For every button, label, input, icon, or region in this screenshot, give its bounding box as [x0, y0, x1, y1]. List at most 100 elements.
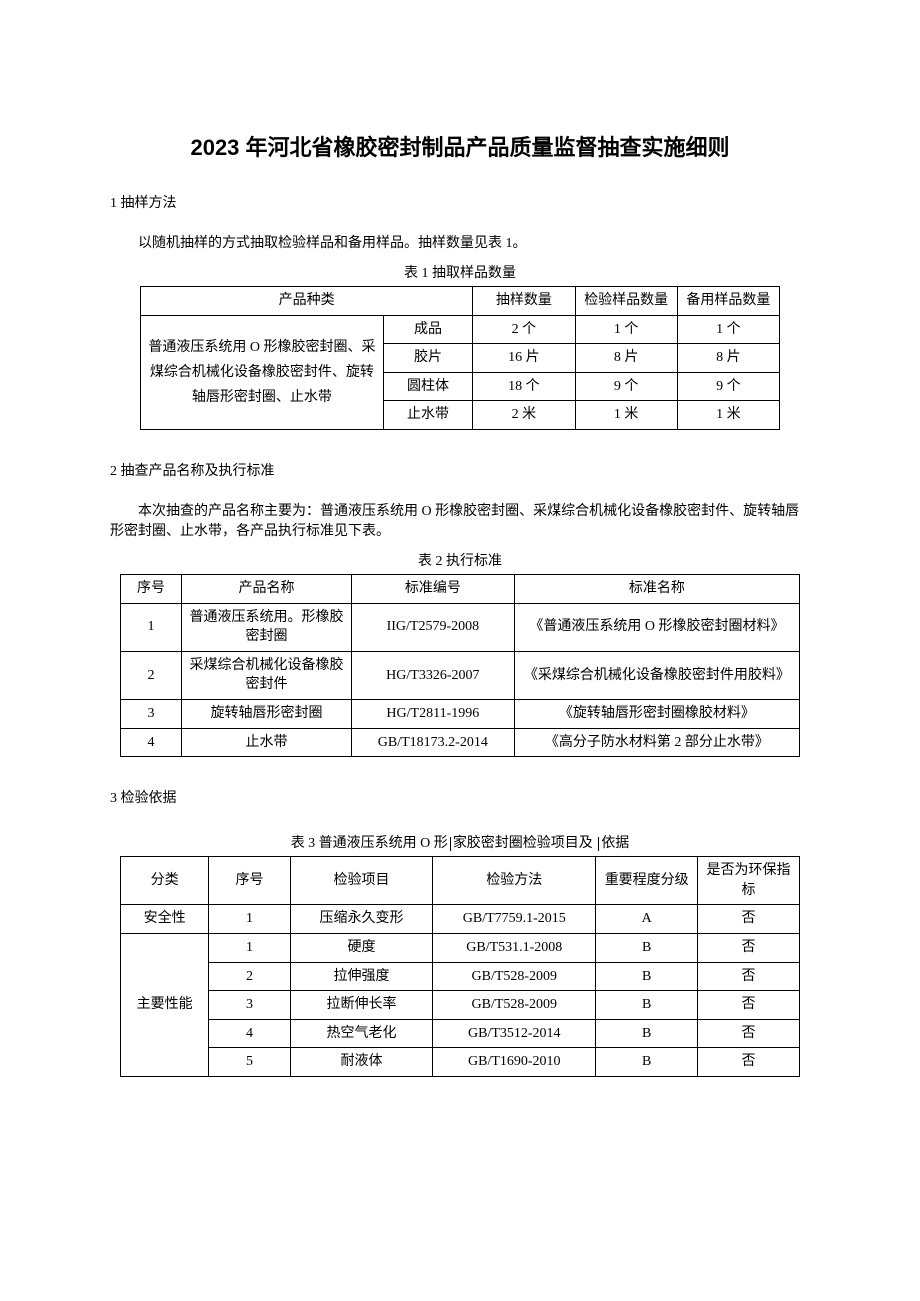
table2-caption: 表 2 执行标准	[110, 550, 810, 570]
td-check: 1 个	[575, 315, 677, 344]
th-level: 重要程度分级	[596, 857, 698, 905]
table-row: 3 拉断伸长率 GB/T528-2009 B 否	[121, 991, 800, 1020]
td-no: 4	[121, 728, 182, 757]
th-std: 标准名称	[514, 574, 799, 603]
td-eco: 否	[698, 1048, 800, 1077]
td-level: A	[596, 905, 698, 934]
table-row: 安全性 1 压缩永久变形 GB/T7759.1-2015 A 否	[121, 905, 800, 934]
td-name: 旋转轴唇形密封圈	[182, 699, 352, 728]
table-row: 5 耐液体 GB/T1690-2010 B 否	[121, 1048, 800, 1077]
td-level: B	[596, 933, 698, 962]
td-std: 《普通液压系统用 O 形橡胶密封圈材料》	[514, 603, 799, 651]
th-category: 产品种类	[141, 287, 473, 316]
caption-part-b: 家胶密封圈检验项目及	[453, 836, 593, 851]
td-cat-safety: 安全性	[121, 905, 209, 934]
section2-heading: 2 抽查产品名称及执行标准	[110, 460, 810, 480]
td-no: 4	[209, 1019, 290, 1048]
th-check-qty: 检验样品数量	[575, 287, 677, 316]
td-spare: 1 米	[677, 401, 779, 430]
td-method: GB/T7759.1-2015	[433, 905, 596, 934]
th-eco: 是否为环保指标	[698, 857, 800, 905]
td-sample: 16 片	[473, 344, 575, 373]
td-check: 9 个	[575, 372, 677, 401]
table-row: 2 采煤综合机械化设备橡胶密封件 HG/T3326-2007 《采煤综合机械化设…	[121, 651, 800, 699]
table2-standards: 序号 产品名称 标准编号 标准名称 1 普通液压系统用。形橡胶密封圈 IIG/T…	[120, 574, 800, 757]
table-row: 普通液压系统用 O 形橡胶密封圈、采煤综合机械化设备橡胶密封件、旋转轴唇形密封圈…	[141, 315, 780, 344]
td-item: 耐液体	[290, 1048, 433, 1077]
td-sample: 2 米	[473, 401, 575, 430]
td-spare: 1 个	[677, 315, 779, 344]
td-code: HG/T2811-1996	[351, 699, 514, 728]
td-no: 3	[209, 991, 290, 1020]
td-check: 8 片	[575, 344, 677, 373]
td-level: B	[596, 1048, 698, 1077]
td-no: 3	[121, 699, 182, 728]
td-no: 1	[121, 603, 182, 651]
th-item: 检验项目	[290, 857, 433, 905]
th-spare-qty: 备用样品数量	[677, 287, 779, 316]
section3-heading: 3 检验依据	[110, 787, 810, 807]
table-row: 序号 产品名称 标准编号 标准名称	[121, 574, 800, 603]
table-row: 主要性能 1 硬度 GB/T531.1-2008 B 否	[121, 933, 800, 962]
td-level: B	[596, 991, 698, 1020]
td-name: 普通液压系统用。形橡胶密封圈	[182, 603, 352, 651]
td-code: IIG/T2579-2008	[351, 603, 514, 651]
td-item: 压缩永久变形	[290, 905, 433, 934]
td-category-rowhead: 普通液压系统用 O 形橡胶密封圈、采煤综合机械化设备橡胶密封件、旋转轴唇形密封圈…	[141, 315, 384, 429]
td-type: 圆柱体	[383, 372, 472, 401]
td-name: 采煤综合机械化设备橡胶密封件	[182, 651, 352, 699]
table-row: 2 拉伸强度 GB/T528-2009 B 否	[121, 962, 800, 991]
table-row: 4 热空气老化 GB/T3512-2014 B 否	[121, 1019, 800, 1048]
td-method: GB/T528-2009	[433, 962, 596, 991]
td-method: GB/T531.1-2008	[433, 933, 596, 962]
table-row: 1 普通液压系统用。形橡胶密封圈 IIG/T2579-2008 《普通液压系统用…	[121, 603, 800, 651]
td-no: 1	[209, 905, 290, 934]
td-type: 止水带	[383, 401, 472, 430]
td-item: 拉断伸长率	[290, 991, 433, 1020]
td-spare: 9 个	[677, 372, 779, 401]
section2-intro: 本次抽查的产品名称主要为：普通液压系统用 O 形橡胶密封圈、采煤综合机械化设备橡…	[110, 500, 810, 540]
section1-heading: 1 抽样方法	[110, 192, 810, 212]
td-cat-main: 主要性能	[121, 933, 209, 1076]
td-no: 2	[209, 962, 290, 991]
td-level: B	[596, 962, 698, 991]
td-no: 2	[121, 651, 182, 699]
caption-part-a: 表 3 普通液压系统用 O 形	[291, 836, 448, 851]
table1-sampling-qty: 产品种类 抽样数量 检验样品数量 备用样品数量 普通液压系统用 O 形橡胶密封圈…	[140, 286, 780, 430]
th-no: 序号	[121, 574, 182, 603]
th-sample-qty: 抽样数量	[473, 287, 575, 316]
th-method: 检验方法	[433, 857, 596, 905]
td-std: 《高分子防水材料第 2 部分止水带》	[514, 728, 799, 757]
td-eco: 否	[698, 1019, 800, 1048]
td-no: 1	[209, 933, 290, 962]
td-std: 《旋转轴唇形密封圈橡胶材料》	[514, 699, 799, 728]
td-type: 胶片	[383, 344, 472, 373]
td-item: 硬度	[290, 933, 433, 962]
page-title: 2023 年河北省橡胶密封制品产品质量监督抽查实施细则	[110, 130, 810, 162]
td-type: 成品	[383, 315, 472, 344]
td-std: 《采煤综合机械化设备橡胶密封件用胶料》	[514, 651, 799, 699]
th-name: 产品名称	[182, 574, 352, 603]
td-item: 热空气老化	[290, 1019, 433, 1048]
td-eco: 否	[698, 905, 800, 934]
td-code: HG/T3326-2007	[351, 651, 514, 699]
td-level: B	[596, 1019, 698, 1048]
table-row: 4 止水带 GB/T18173.2-2014 《高分子防水材料第 2 部分止水带…	[121, 728, 800, 757]
td-name: 止水带	[182, 728, 352, 757]
td-method: GB/T528-2009	[433, 991, 596, 1020]
th-no: 序号	[209, 857, 290, 905]
th-code: 标准编号	[351, 574, 514, 603]
td-spare: 8 片	[677, 344, 779, 373]
td-code: GB/T18173.2-2014	[351, 728, 514, 757]
table-row: 3 旋转轴唇形密封圈 HG/T2811-1996 《旋转轴唇形密封圈橡胶材料》	[121, 699, 800, 728]
td-no: 5	[209, 1048, 290, 1077]
table3-inspection: 分类 序号 检验项目 检验方法 重要程度分级 是否为环保指标 安全性 1 压缩永…	[120, 856, 800, 1077]
td-eco: 否	[698, 962, 800, 991]
table-row: 产品种类 抽样数量 检验样品数量 备用样品数量	[141, 287, 780, 316]
td-item: 拉伸强度	[290, 962, 433, 991]
td-check: 1 米	[575, 401, 677, 430]
td-sample: 2 个	[473, 315, 575, 344]
table3-caption: 表 3 普通液压系统用 O 形家胶密封圈检验项目及 依据	[110, 832, 810, 852]
section1-intro: 以随机抽样的方式抽取检验样品和备用样品。抽样数量见表 1。	[110, 232, 810, 252]
td-method: GB/T3512-2014	[433, 1019, 596, 1048]
